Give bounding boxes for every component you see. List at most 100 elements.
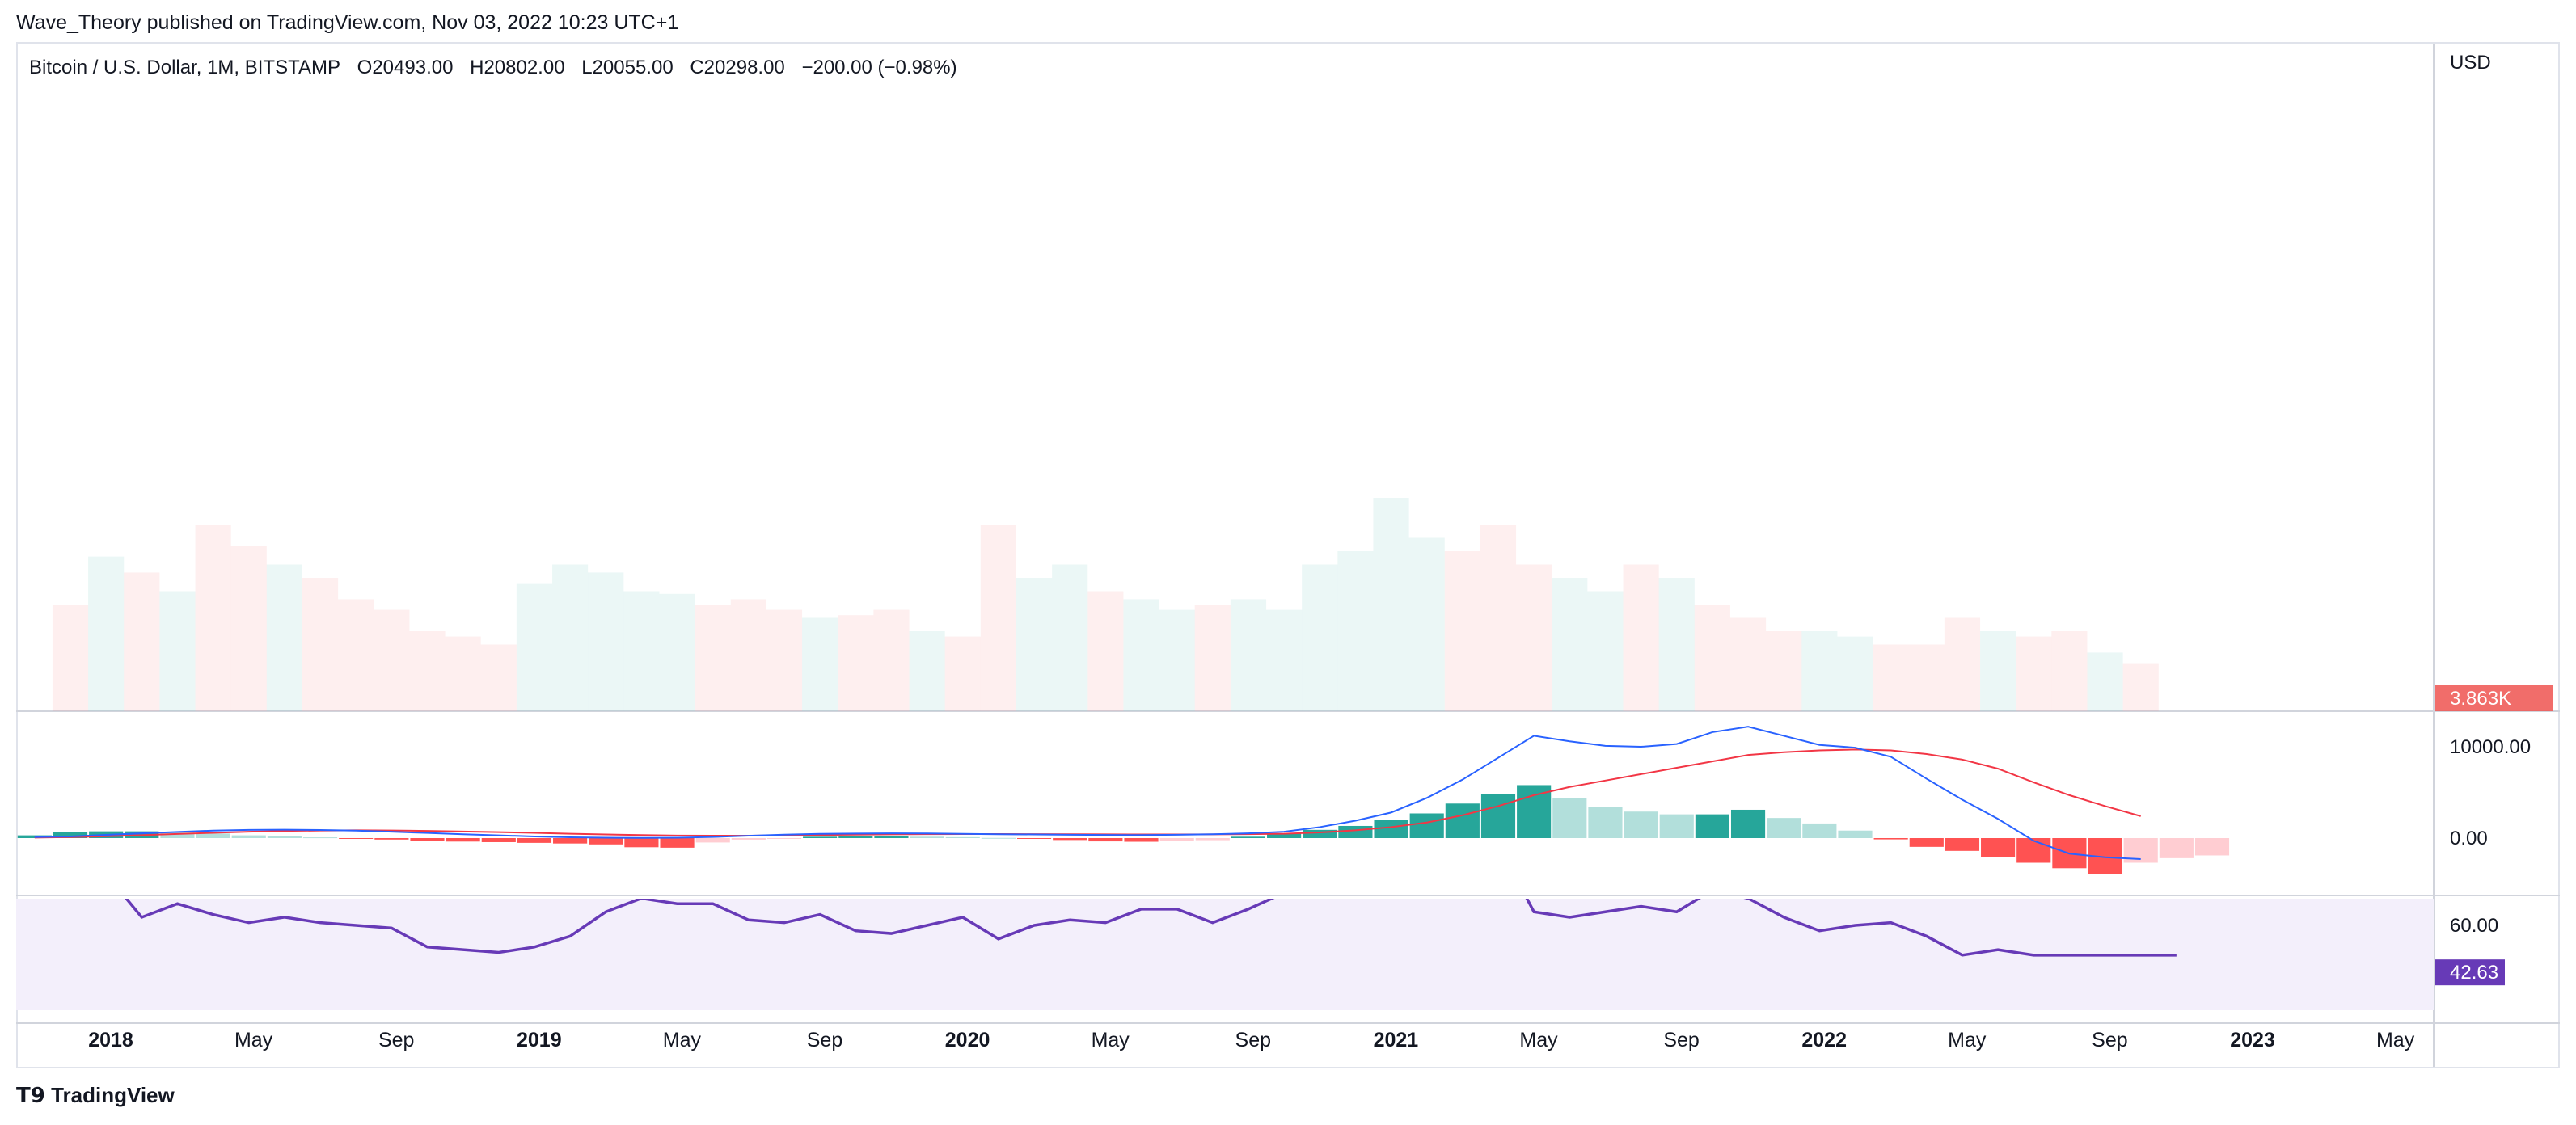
macd-histogram-bar — [1981, 838, 2016, 857]
macd-histogram-bar — [695, 838, 730, 843]
macd-histogram-bar — [945, 836, 980, 838]
macd-histogram-bar — [1303, 829, 1337, 838]
macd-histogram-bar — [1231, 836, 1266, 838]
volume-bar — [409, 631, 446, 711]
volume-bar — [1729, 617, 1767, 711]
macd-histogram-bar — [553, 838, 588, 844]
macd-histogram-bar — [731, 838, 766, 840]
time-tick-label: Sep — [807, 1029, 842, 1051]
macd-histogram-bar — [2016, 838, 2051, 863]
macd-histogram-bar — [1159, 838, 1194, 841]
volume-bar — [1052, 564, 1088, 711]
macd-histogram-bar — [1659, 814, 1694, 838]
volume-bar — [802, 617, 838, 711]
volume-bar — [623, 591, 660, 711]
time-tick-label: May — [2376, 1029, 2415, 1051]
legend-high: H20802.00 — [470, 57, 565, 78]
volume-bar — [445, 636, 481, 711]
macd-histogram-bar — [1624, 811, 1658, 838]
volume-bar — [1623, 564, 1659, 711]
macd-histogram-bar — [1195, 838, 1230, 841]
currency-label: USD — [2450, 52, 2491, 74]
volume-bar — [552, 564, 589, 711]
volume-bar — [1766, 631, 1802, 711]
macd-histogram-bar — [196, 833, 230, 838]
time-tick-label: May — [1948, 1029, 1987, 1051]
axes-layer: 56000.0048000.0040000.0035000.0029000.00… — [88, 736, 2531, 1051]
macd-histogram-bar — [766, 838, 802, 839]
volume-bar — [338, 599, 374, 711]
volume-bar — [980, 525, 1016, 711]
volume-bar — [944, 636, 981, 711]
volume-bar — [659, 593, 695, 711]
symbol-legend[interactable]: Bitcoin / U.S. Dollar, 1M, BITSTAMP O204… — [29, 57, 969, 79]
volume-bar — [1087, 591, 1124, 711]
time-tick-label: 2022 — [1801, 1029, 1847, 1051]
volume-bar — [266, 564, 302, 711]
macd-histogram-bar — [1838, 830, 1873, 838]
time-tick-label: May — [663, 1029, 702, 1051]
macd-histogram-bar — [1480, 794, 1516, 838]
tradingview-logo[interactable]: 𝗧𝟵 TradingView — [16, 1083, 175, 1108]
volume-bar — [1694, 605, 1730, 711]
volume-bar — [480, 644, 517, 711]
macd-histogram-bar — [981, 837, 1016, 839]
time-tick-label: Sep — [1235, 1029, 1271, 1051]
macd-histogram-bar — [1374, 820, 1408, 838]
macd-histogram-bar — [302, 837, 338, 839]
macd-histogram-bar — [410, 838, 445, 841]
volume-bar — [88, 556, 125, 711]
tv-logo-icon: 𝗧𝟵 — [16, 1083, 52, 1107]
price-tags-layer: 42.6325212.0022781.0022401.0018595.60175… — [2435, 685, 2553, 986]
footer-brand: TradingView — [51, 1083, 175, 1107]
macd-histogram-bar — [481, 838, 516, 842]
volume-bar — [2087, 652, 2123, 711]
rsi-value-label: 42.63 — [2450, 962, 2498, 984]
macd-histogram-bar — [1730, 809, 1766, 838]
macd-histogram-bar — [446, 838, 480, 842]
volume-bar — [302, 578, 339, 711]
volume-bar — [695, 605, 731, 711]
volume-bar — [1837, 636, 1873, 711]
macd-histogram-bar — [660, 838, 695, 848]
time-tick-label: Sep — [1663, 1029, 1699, 1051]
time-tick-label: 2018 — [88, 1029, 133, 1051]
legend-pair: Bitcoin / U.S. Dollar, 1M, BITSTAMP — [29, 57, 340, 78]
volume-bar — [1302, 564, 1338, 711]
time-tick-label: May — [1092, 1029, 1130, 1051]
macd-histogram-bar — [53, 832, 88, 838]
macd-histogram-bar — [1588, 807, 1623, 838]
macd-line — [34, 726, 2141, 860]
macd-histogram-bar — [910, 836, 944, 838]
time-tick-label: Sep — [378, 1029, 414, 1051]
macd-histogram-bar — [517, 838, 552, 843]
macd-histogram-bar — [589, 838, 623, 845]
volume-bar — [1801, 631, 1838, 711]
volume-bar — [1230, 599, 1267, 711]
macd-histogram-bar — [1909, 838, 1944, 847]
macd-histogram-bar — [1338, 825, 1373, 838]
volume-bar — [730, 599, 766, 711]
volume-bar — [1908, 644, 1945, 711]
volume-bar — [1159, 609, 1195, 711]
volume-bar — [1373, 498, 1409, 711]
volume-bar — [52, 605, 89, 711]
rsi-tick-label: 60.00 — [2450, 915, 2498, 937]
time-tick-label: May — [1519, 1029, 1558, 1051]
time-tick-label: May — [234, 1029, 273, 1051]
volume-bar — [195, 525, 231, 711]
volume-bar — [124, 572, 160, 711]
volume-bar — [1658, 578, 1695, 711]
volume-bar — [873, 609, 910, 711]
volume-bar — [766, 609, 803, 711]
macd-histogram-bar — [339, 838, 374, 839]
macd-histogram-bar — [1124, 838, 1159, 842]
volume-layer — [52, 498, 2159, 711]
volume-bar — [1980, 631, 2016, 711]
volume-bar — [1123, 599, 1159, 711]
volume-bar — [1444, 551, 1480, 711]
volume-bar — [1408, 537, 1445, 711]
volume-bar — [1516, 564, 1552, 711]
volume-bar — [1337, 551, 1374, 711]
